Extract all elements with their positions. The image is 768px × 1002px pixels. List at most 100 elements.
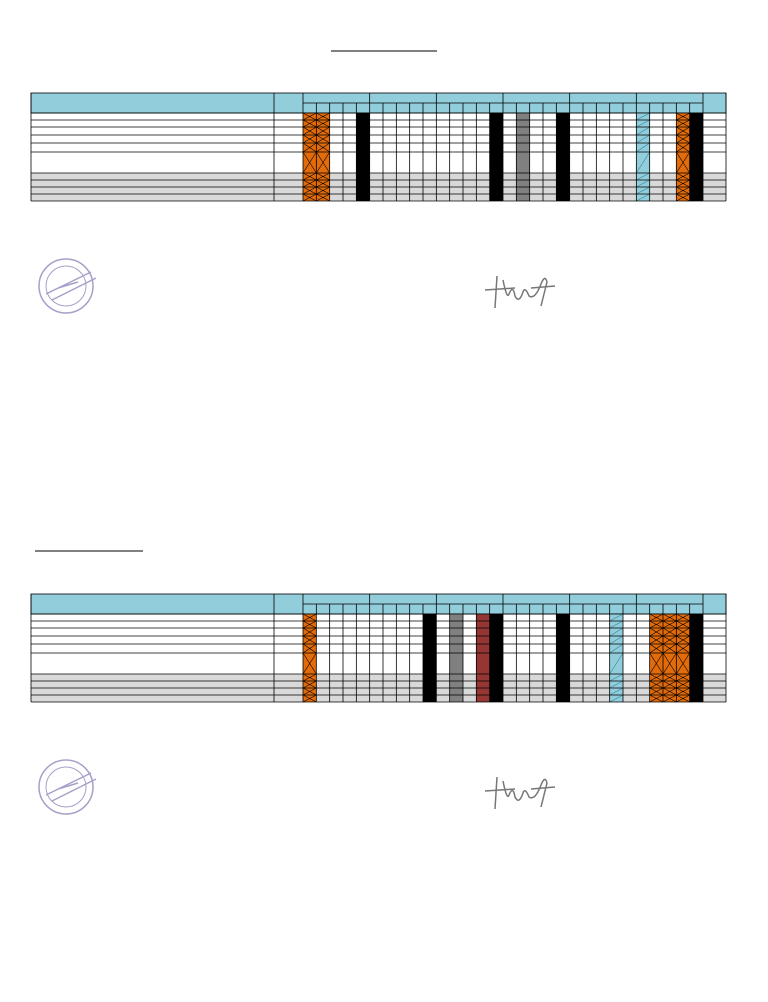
hatch: [609, 620, 624, 629]
cross: [302, 179, 317, 188]
cross: [676, 151, 690, 174]
cross: [676, 680, 690, 689]
cross: [302, 112, 317, 121]
cross: [302, 142, 317, 153]
cross: [316, 112, 330, 121]
cross: [676, 126, 690, 136]
hatch: [609, 687, 624, 696]
cross: [316, 119, 330, 128]
cross: [649, 643, 664, 654]
cross: [302, 172, 317, 181]
cross: [676, 193, 690, 202]
cross: [302, 151, 317, 174]
cross: [676, 179, 690, 188]
cross: [302, 687, 317, 696]
cross: [662, 627, 677, 637]
hatch: [609, 643, 624, 654]
cross: [302, 627, 317, 637]
cross: [649, 694, 664, 703]
cross: [662, 673, 677, 682]
cross: [302, 613, 317, 622]
cross: [316, 151, 330, 174]
cross: [676, 694, 690, 703]
cross: [662, 680, 677, 689]
cross: [676, 112, 690, 121]
cross: [676, 627, 690, 637]
hatch: [636, 112, 650, 121]
cross: [662, 613, 677, 622]
hatch: [636, 142, 650, 153]
hatch: [636, 151, 650, 174]
hatch: [609, 680, 624, 689]
hatch: [609, 613, 624, 622]
cross: [649, 620, 664, 629]
cross: [662, 687, 677, 696]
cross: [662, 652, 677, 675]
cross: [676, 687, 690, 696]
cross: [649, 673, 664, 682]
cross: [676, 186, 690, 195]
shaded-row: [31, 187, 726, 194]
cross: [649, 635, 664, 645]
shaded-row: [31, 194, 726, 201]
hatch: [636, 179, 650, 188]
cross: [662, 635, 677, 645]
cross: [676, 652, 690, 675]
gantt-cell: [556, 113, 570, 201]
cross: [316, 134, 330, 144]
cross: [676, 643, 690, 654]
cross: [676, 172, 690, 181]
cross: [302, 673, 317, 682]
cross: [662, 620, 677, 629]
gantt-cell: [689, 113, 703, 201]
cross: [316, 193, 330, 202]
cross: [316, 142, 330, 153]
hatch: [609, 694, 624, 703]
cross: [676, 142, 690, 153]
cross: [676, 134, 690, 144]
cross: [302, 119, 317, 128]
gantt-cell: [489, 113, 503, 201]
cross: [649, 687, 664, 696]
hatch: [636, 186, 650, 195]
hatch: [636, 172, 650, 181]
cross: [302, 134, 317, 144]
hatch: [609, 652, 624, 675]
gantt-cell: [449, 614, 463, 702]
hatch: [609, 627, 624, 637]
stamp: [38, 759, 97, 815]
cross: [676, 613, 690, 622]
gantt-cell: [356, 113, 370, 201]
hatch: [609, 673, 624, 682]
cross: [302, 694, 317, 703]
stamp: [38, 258, 97, 314]
cross: [302, 680, 317, 689]
cross: [316, 172, 330, 181]
hatch: [636, 119, 650, 128]
cross: [316, 186, 330, 195]
shaded-row: [31, 674, 726, 681]
shaded-row: [31, 173, 726, 180]
cross: [302, 635, 317, 645]
cross: [302, 126, 317, 136]
hatch: [609, 635, 624, 645]
hatch: [636, 126, 650, 136]
shaded-row: [31, 681, 726, 688]
gantt-cell: [516, 113, 530, 201]
shaded-row: [31, 688, 726, 695]
cross: [649, 613, 664, 622]
cross: [676, 635, 690, 645]
cross: [316, 179, 330, 188]
gantt-cell: [489, 614, 503, 702]
shaded-row: [31, 695, 726, 702]
cross: [649, 680, 664, 689]
cross: [676, 620, 690, 629]
cross: [649, 627, 664, 637]
hatch: [636, 193, 650, 202]
cross: [302, 193, 317, 202]
cross: [676, 673, 690, 682]
signature: [484, 776, 556, 810]
gantt-cell: [423, 614, 437, 702]
signature: [484, 275, 556, 309]
